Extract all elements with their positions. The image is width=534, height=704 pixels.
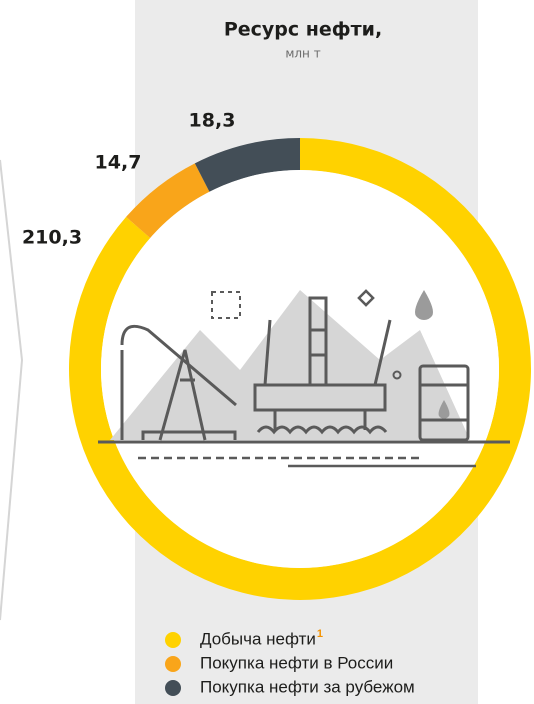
legend-swatch xyxy=(165,680,181,696)
donut-segment xyxy=(126,163,210,238)
illustration xyxy=(98,170,510,568)
legend-label: Покупка нефти в России xyxy=(200,653,393,672)
donut xyxy=(69,138,532,600)
legend-swatch xyxy=(165,632,181,648)
value-label: 210,3 xyxy=(22,227,82,249)
value-label: 18,3 xyxy=(189,110,236,132)
value-label: 14,7 xyxy=(95,152,142,174)
legend: Добыча нефти 1 Покупка нефти в России Покуп… xyxy=(165,628,415,696)
chart-subtitle: млн т xyxy=(285,47,320,61)
legend-label: Покупка нефти за рубежом xyxy=(200,677,415,696)
decor-chevron xyxy=(0,159,24,621)
donut-segment xyxy=(194,138,300,192)
chart-title: Ресурс нефти, xyxy=(224,19,382,41)
legend-footnote: 1 xyxy=(317,628,323,640)
legend-swatch xyxy=(165,656,181,672)
legend-label: Добыча нефти xyxy=(200,629,316,648)
